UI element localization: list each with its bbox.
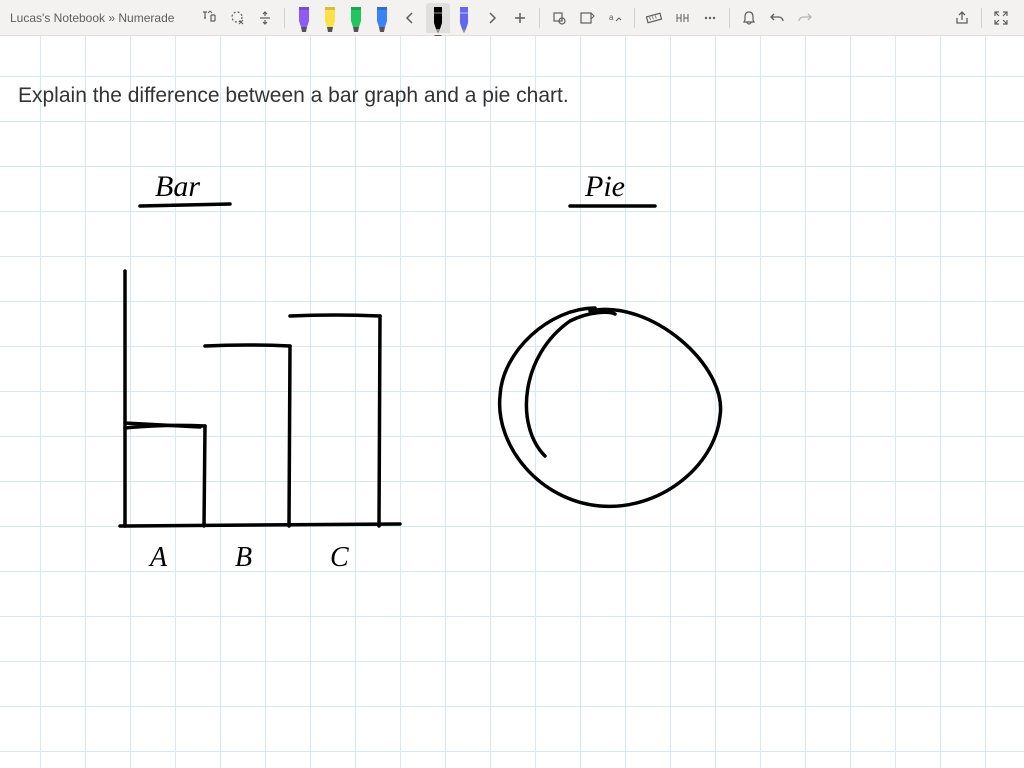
ink-to-text-button[interactable]: a xyxy=(602,5,628,31)
math-button[interactable] xyxy=(669,5,695,31)
toolbar-separator xyxy=(634,8,635,28)
canvas-area[interactable]: Explain the difference between a bar gra… xyxy=(0,36,1024,768)
svg-text:B: B xyxy=(235,542,252,573)
more-button[interactable] xyxy=(697,5,723,31)
ink-layer: Bar A B C Pie xyxy=(0,36,1024,768)
previous-page-button[interactable] xyxy=(397,5,423,31)
svg-text:A: A xyxy=(148,542,168,573)
toolbar-separator xyxy=(284,8,285,28)
pen-tool[interactable] xyxy=(452,3,476,33)
highlighter-group xyxy=(291,3,395,33)
fullscreen-button[interactable] xyxy=(988,5,1014,31)
highlighter-tool[interactable] xyxy=(344,3,368,33)
ink-to-math-button[interactable] xyxy=(574,5,600,31)
breadcrumb-current: Numerade xyxy=(118,11,174,25)
notifications-button[interactable] xyxy=(736,5,762,31)
highlighter-tool[interactable] xyxy=(292,3,316,33)
highlighter-tool[interactable] xyxy=(318,3,342,33)
ink-to-shape-button[interactable] xyxy=(546,5,572,31)
redo-button[interactable] xyxy=(792,5,818,31)
toolbar-separator xyxy=(729,8,730,28)
add-pen-button[interactable] xyxy=(507,5,533,31)
breadcrumb-separator: » xyxy=(108,11,115,25)
toolbar-separator xyxy=(539,8,540,28)
svg-text:Bar: Bar xyxy=(155,170,200,203)
pen-group xyxy=(425,3,477,33)
svg-text:C: C xyxy=(330,542,349,573)
highlighter-tool[interactable] xyxy=(370,3,394,33)
breadcrumb[interactable]: Lucas's Notebook » Numerade xyxy=(10,11,174,25)
text-tool-button[interactable] xyxy=(196,5,222,31)
next-page-button[interactable] xyxy=(479,5,505,31)
share-button[interactable] xyxy=(949,5,975,31)
insert-space-button[interactable] xyxy=(252,5,278,31)
ruler-button[interactable] xyxy=(641,5,667,31)
lasso-tool-button[interactable] xyxy=(224,5,250,31)
breadcrumb-parent: Lucas's Notebook xyxy=(10,11,105,25)
svg-text:Pie: Pie xyxy=(584,170,625,203)
svg-text:a: a xyxy=(609,13,614,22)
toolbar-separator xyxy=(981,8,982,28)
toolbar: Lucas's Notebook » Numerade xyxy=(0,0,1024,36)
undo-button[interactable] xyxy=(764,5,790,31)
pen-tool[interactable] xyxy=(426,3,450,33)
